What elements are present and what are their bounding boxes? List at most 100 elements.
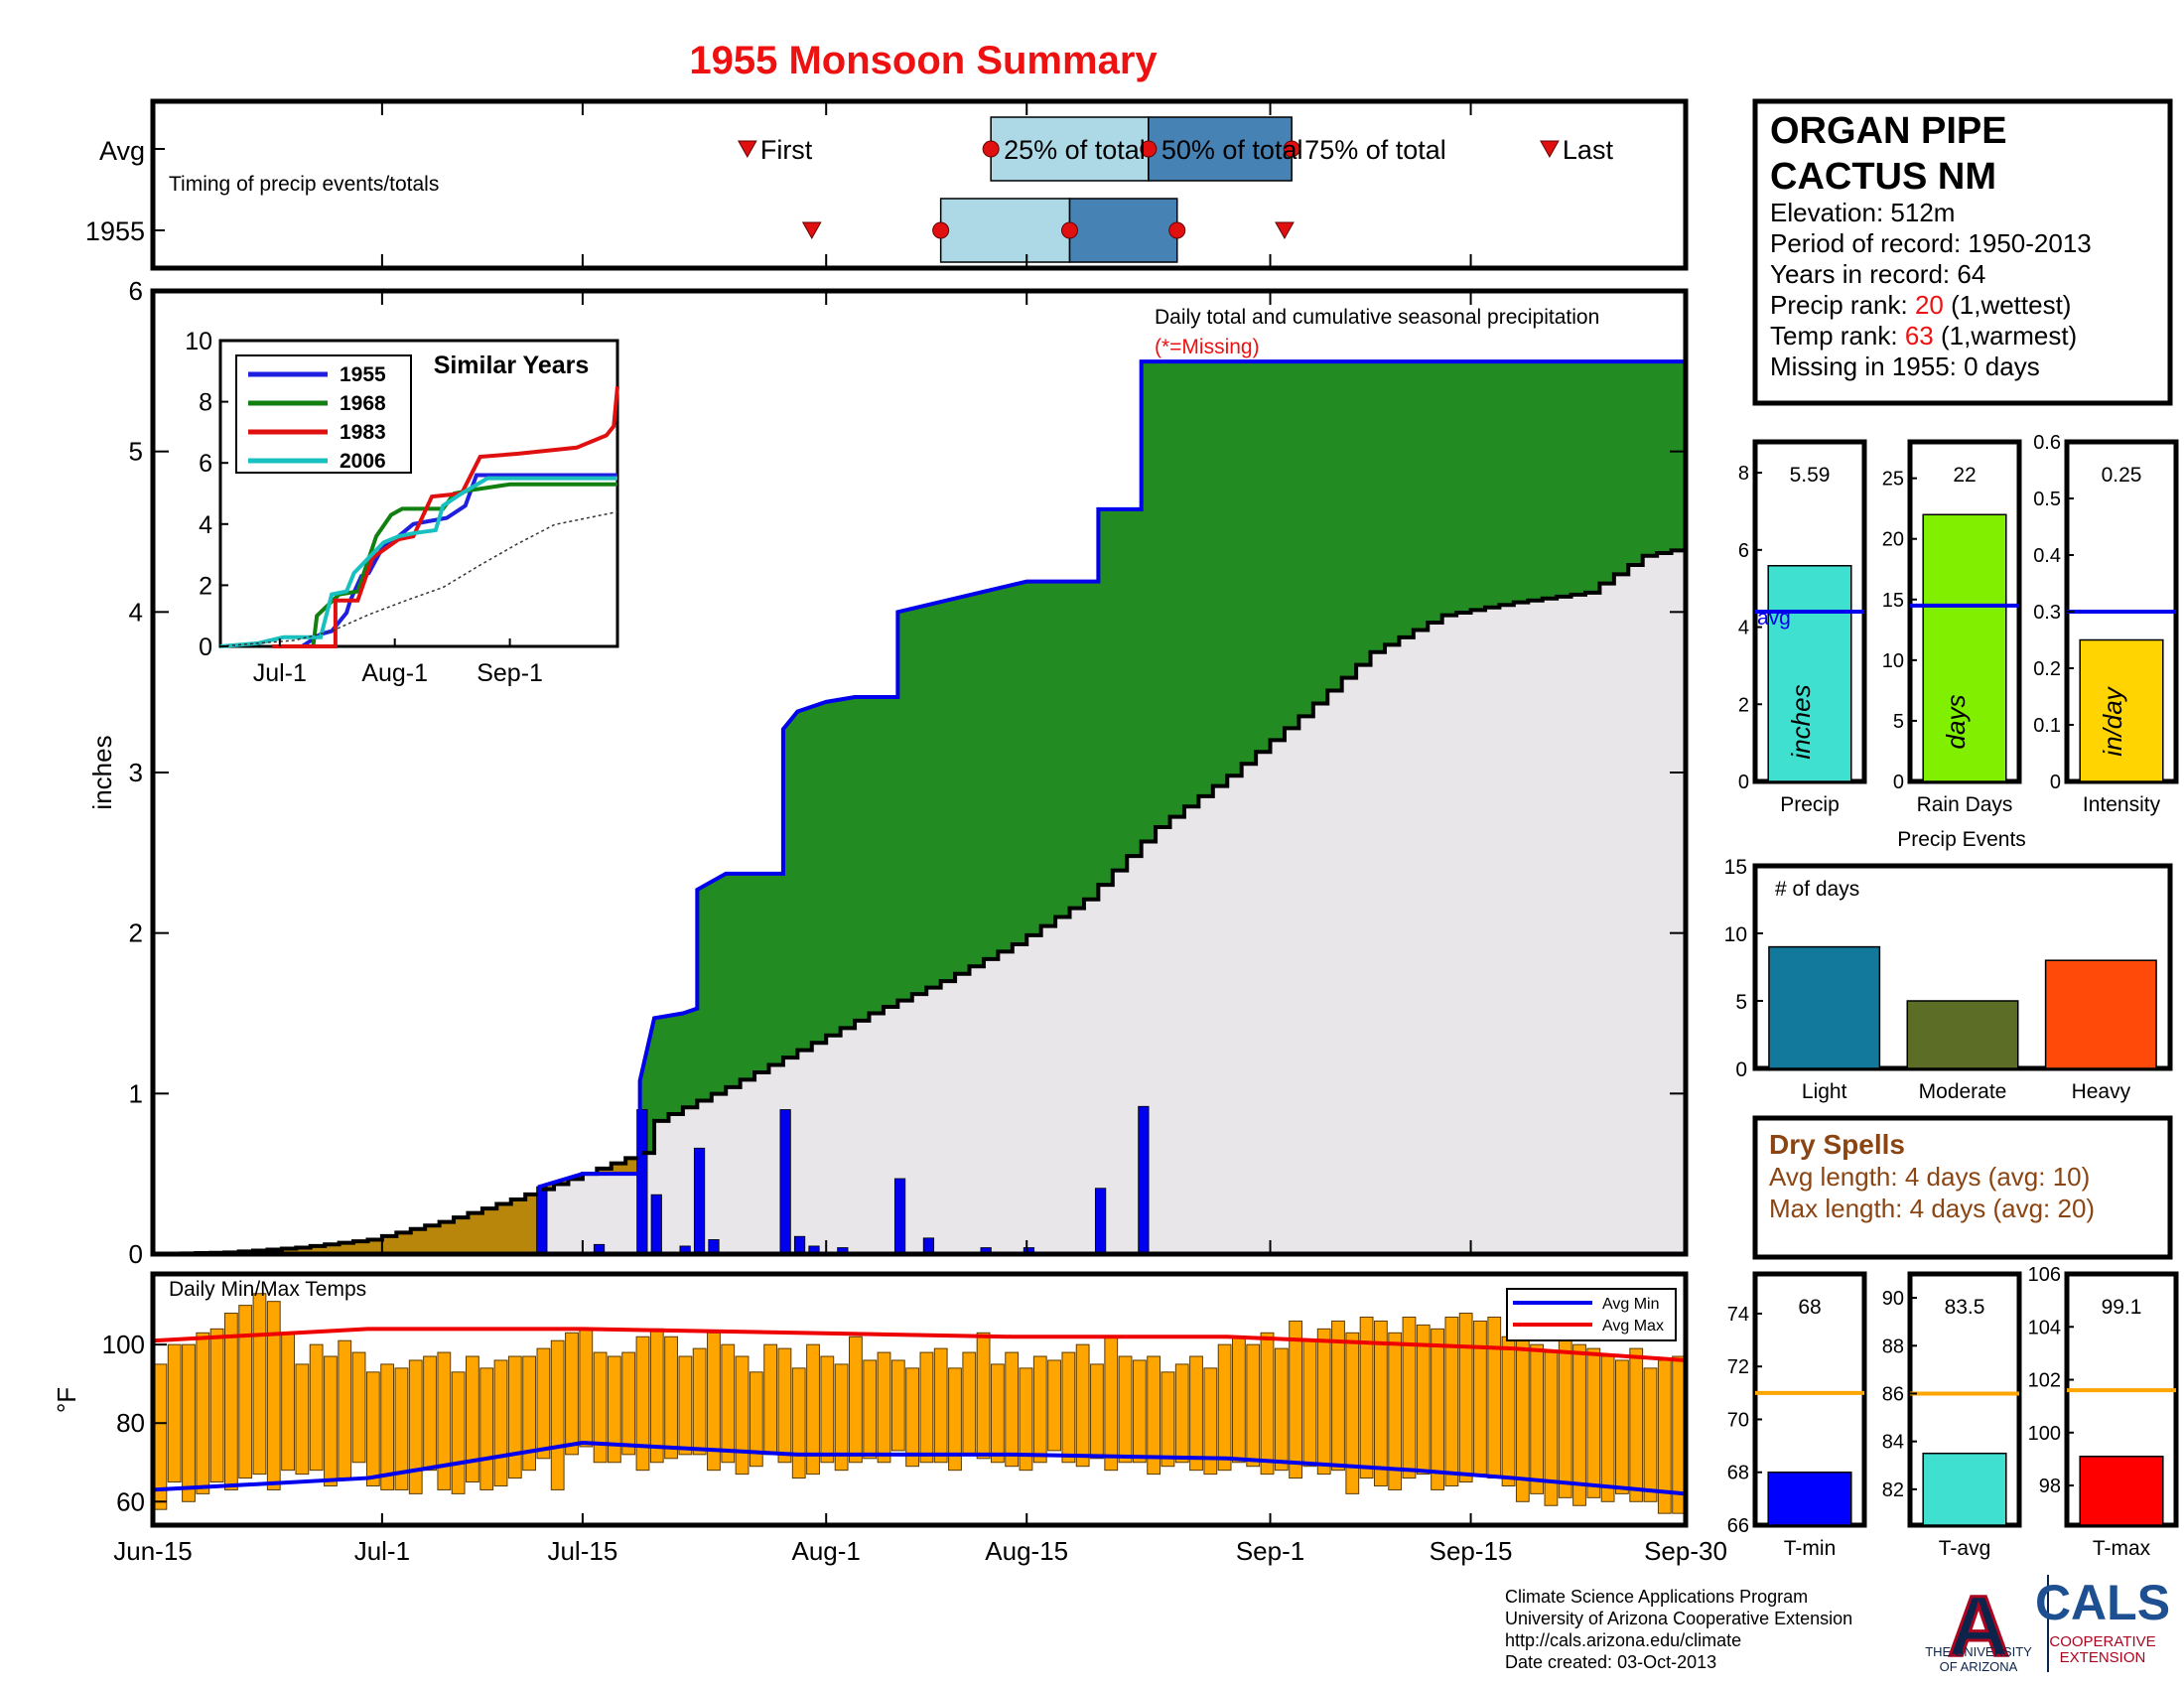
daily-temp-bar	[1487, 1316, 1502, 1479]
daily-temp-bar	[536, 1347, 551, 1460]
daily-temp-bar	[1316, 1328, 1331, 1476]
cals-logo-text: CALS	[2035, 1575, 2170, 1630]
x-tick-label: Jul-15	[547, 1536, 617, 1566]
daily-temp-bar	[1359, 1316, 1374, 1479]
daily-temp-bar	[1160, 1371, 1175, 1468]
daily-temp-bar	[252, 1293, 267, 1476]
inset-y-tick-label: 0	[199, 633, 212, 661]
daily-temp-bar	[565, 1332, 579, 1456]
daily-temp-bar	[933, 1347, 948, 1464]
inset-legend-label-1955: 1955	[340, 363, 386, 386]
legend-label-avg-min: Avg Min	[1602, 1296, 1660, 1313]
precip-events-title: Precip Events	[1897, 828, 2026, 851]
stat-panel-y-tick-label: 68	[1727, 1463, 1749, 1484]
daily-temp-bar	[423, 1355, 437, 1472]
stat-panel-y-tick-label: 0.3	[2033, 602, 2061, 624]
daily-temp-bar	[324, 1355, 338, 1486]
below-average-area	[153, 1158, 640, 1254]
stat-panel-y-tick-label: 82	[1882, 1479, 1904, 1501]
similar-years-title: Similar Years	[434, 352, 590, 379]
stat-panel-y-tick-label: 84	[1882, 1432, 1904, 1454]
daily-temp-bar	[1388, 1332, 1403, 1490]
timing-marker-last-avg	[1540, 140, 1560, 159]
stat-panel-y-tick-label: 0	[2050, 772, 2061, 793]
daily-temp-bar	[1132, 1359, 1147, 1464]
daily-temp-bar	[466, 1355, 479, 1483]
precip-events-category-label: Heavy	[2072, 1080, 2131, 1103]
daily-temp-bar	[1260, 1332, 1275, 1476]
similar-years-inset: Similar Years 0 2 4 6 8 10 Jul-1 Aug-1 Sep-1 1955…	[185, 328, 619, 687]
stat-panel-y-tick-label: 6	[1738, 540, 1749, 562]
stat-panel-y-tick-label: 2	[1738, 694, 1749, 716]
precip-events-category-label: Light	[1802, 1080, 1847, 1103]
temps-panel: 60 80 100	[102, 1274, 1687, 1525]
inset-y-tick-label: 10	[185, 328, 212, 355]
daily-temp-bar	[309, 1343, 324, 1472]
timing-label-50pct: 50% of total	[1161, 135, 1303, 165]
timing-marker-first-y1955	[801, 221, 822, 240]
cals-logo-line2: EXTENSION	[2060, 1649, 2146, 1666]
daily-temp-bar	[1232, 1336, 1246, 1464]
daily-temp-bar	[1373, 1320, 1388, 1486]
daily-temp-bar	[1189, 1355, 1203, 1472]
daily-temp-bar	[777, 1347, 792, 1464]
daily-precip-bar	[1094, 1188, 1107, 1255]
daily-temp-bar	[749, 1371, 763, 1468]
temp-rank-note: (1,warmest)	[1934, 321, 2077, 351]
daily-temp-bar	[281, 1332, 295, 1472]
precip-events-panel: Precip Events Light Moderate Heavy 0 5 10 15 # …	[1724, 828, 2173, 1103]
stat-panel-y-tick-label: 0.1	[2033, 715, 2061, 737]
daily-temp-bar	[635, 1336, 650, 1472]
temps-panel-frame	[150, 1271, 1689, 1528]
daily-precip-bar	[693, 1147, 706, 1255]
daily-temp-bar	[238, 1305, 253, 1479]
daily-precip-bar	[893, 1178, 906, 1255]
daily-temp-bar	[1032, 1355, 1047, 1464]
daily-temp-bar	[351, 1351, 366, 1464]
stat-panel-value: 99.1	[2102, 1296, 2142, 1319]
daily-precip-bar	[793, 1235, 806, 1255]
daily-temp-bar	[948, 1367, 962, 1472]
x-tick-label: Sep-15	[1430, 1536, 1513, 1566]
daily-precip-bar	[1138, 1105, 1150, 1255]
inset-x-tick-label: Aug-1	[361, 659, 428, 687]
daily-temp-bar	[522, 1355, 536, 1472]
stat-panel-y-tick-label: 0	[1738, 772, 1749, 793]
precip-events-y-tick-label: 15	[1724, 856, 1747, 879]
stat-panel-y-tick-label: 66	[1727, 1515, 1749, 1537]
chart-title: 1955 Monsoon Summary	[689, 39, 1158, 82]
cals-logo-line1: COOPERATIVE	[2049, 1633, 2155, 1650]
timing-marker-last-y1955	[1275, 221, 1295, 240]
daily-temp-bar	[905, 1367, 919, 1468]
stat-panel-unit: inches	[1786, 684, 1816, 759]
inset-series-line-1983	[272, 386, 619, 648]
stat-panel-precip: 5.59 0 2 4 6 8 inches Precip avg	[1738, 439, 1867, 816]
precip-events-y-tick-label: 5	[1735, 991, 1747, 1014]
stat-panel-y-tick-label: 88	[1882, 1336, 1904, 1357]
stat-panel-y-tick-label: 5	[1893, 711, 1904, 733]
inset-x-tick-label: Jul-1	[253, 659, 307, 687]
avg-cumulative-line	[153, 547, 1688, 1256]
x-tick-label: Jun-15	[113, 1536, 193, 1566]
inset-y-tick-label: 2	[199, 572, 212, 600]
precip-y-tick-label: 0	[129, 1239, 143, 1269]
precip-events-bar-light	[1768, 945, 1881, 1069]
daily-temp-bar	[1289, 1320, 1303, 1479]
daily-temp-bar	[1444, 1316, 1459, 1486]
temps-panel-overlay: Daily Min/Max Temps °F Avg Min Avg Max	[52, 1271, 1689, 1528]
stat-panel-y-tick-label: 102	[2028, 1370, 2061, 1392]
daily-temp-bar	[735, 1355, 750, 1476]
daily-temp-bar	[1075, 1343, 1090, 1468]
logos: A THE UNIVERSITY OF ARIZONA CALS COOPERA…	[1925, 1575, 2170, 1676]
temps-y-tick-label: 80	[116, 1408, 145, 1438]
timing-box-25-50-avg	[990, 116, 1150, 182]
daily-temp-bar	[1005, 1351, 1020, 1468]
temp-rank-value: 63	[1905, 321, 1934, 351]
daily-precip-bar	[779, 1109, 791, 1255]
station-missing: Missing in 1955: 0 days	[1770, 352, 2040, 381]
timing-marker-p75-avg	[1283, 140, 1300, 158]
station-years: Years in record: 64	[1770, 259, 1985, 289]
footer-line4: Date created: 03-Oct-2013	[1505, 1652, 1716, 1672]
stat-panel-y-tick-label: 106	[2028, 1264, 2061, 1286]
daily-temp-bar	[479, 1367, 494, 1490]
